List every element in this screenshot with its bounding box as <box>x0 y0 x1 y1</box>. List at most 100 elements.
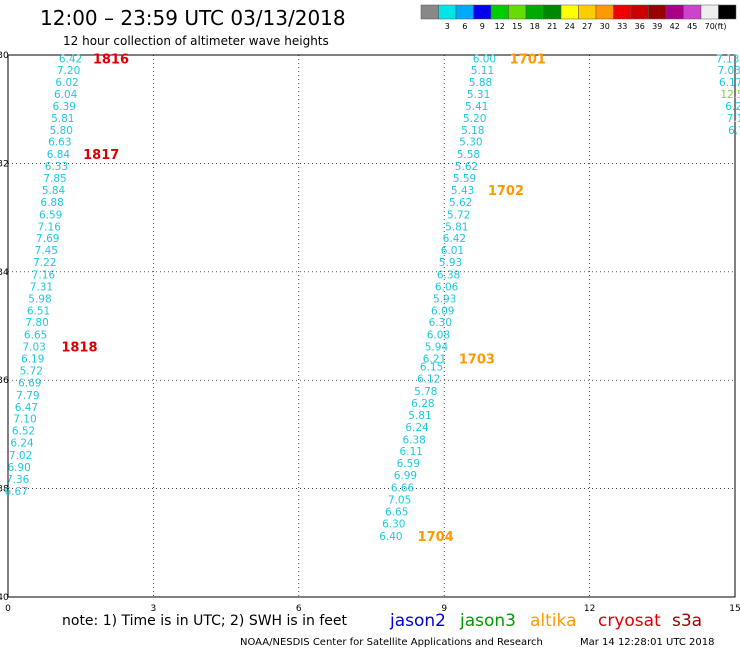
color-scale-label: 39 <box>652 22 662 31</box>
wave-height-value: 6.67 <box>5 486 28 498</box>
color-scale-label: 33 <box>617 22 627 31</box>
satellite-legend: jason2 jason3 altika cryosat s3a <box>389 611 702 631</box>
wave-height-value: 7.69 <box>36 233 59 245</box>
pass-number-label: 1816 <box>93 52 129 67</box>
color-scale-label: 70 <box>705 22 715 31</box>
satellite-legend-cryosat: cryosat <box>598 611 661 631</box>
wave-height-value: 5.43 <box>451 185 474 197</box>
color-scale-swatch <box>455 4 474 20</box>
satellite-legend-altika: altika <box>530 611 577 631</box>
wave-height-value: 6.24 <box>405 422 429 434</box>
wave-height-value: 7.03 <box>717 65 740 77</box>
wave-height-value: 6.00 <box>473 53 496 65</box>
wave-height-value: 6.19 <box>21 354 44 366</box>
wave-height-value: 5.59 <box>453 173 476 185</box>
wave-height-value: 7.31 <box>30 281 53 293</box>
y-tick-label: -36 <box>0 376 9 386</box>
pass-number-label: 1704 <box>418 530 454 545</box>
x-tick-label: 9 <box>441 604 447 614</box>
wave-height-value: 6.59 <box>39 209 62 221</box>
y-tick-label: -32 <box>0 159 9 169</box>
wave-height-value: 6.2 <box>725 101 740 113</box>
wave-height-value: 7.80 <box>25 317 48 329</box>
color-scale-label: 15 <box>512 22 522 31</box>
wave-height-value: 6.09 <box>431 305 454 317</box>
y-tick-label: -30 <box>0 51 9 61</box>
color-scale-label: 9 <box>480 22 485 31</box>
wave-height-value: 7.02 <box>9 450 32 462</box>
satellite-legend-jason2: jason2 <box>389 611 446 631</box>
color-scale-swatch <box>630 4 649 20</box>
wave-height-value: 6.08 <box>427 330 450 342</box>
pass-number-label: 1703 <box>459 353 495 368</box>
color-scale-swatch <box>525 4 544 20</box>
wave-height-value: 7.1 <box>727 113 740 125</box>
wave-height-value: 6.06 <box>435 281 459 293</box>
grid-lines <box>8 55 735 597</box>
pass-number-label: 1817 <box>83 148 119 163</box>
wave-height-value: 6.28 <box>411 398 434 410</box>
color-scale-label: 3 <box>445 22 450 31</box>
x-tick-label: 3 <box>151 604 157 614</box>
color-scale-swatch <box>613 4 632 20</box>
wave-height-value: 6.84 <box>47 149 71 161</box>
wave-height-value: 6.38 <box>402 434 425 446</box>
color-scale-label: 21 <box>547 22 557 31</box>
wave-height-value: 6.42 <box>443 233 466 245</box>
color-scale-label: 12 <box>495 22 505 31</box>
chart-title: 12:00 – 23:59 UTC 03/13/2018 <box>40 6 346 30</box>
color-scale-swatch <box>595 4 614 20</box>
wave-height-value: 12.5 <box>720 89 740 101</box>
wave-height-value: 5.81 <box>445 221 468 233</box>
satellite-legend-s3a: s3a <box>672 611 702 631</box>
wave-height-value: 5.72 <box>20 365 43 377</box>
x-tick-label: 0 <box>5 604 11 614</box>
wave-height-value: 5.78 <box>414 386 437 398</box>
x-tick-label: 15 <box>729 604 740 614</box>
wave-height-value: 7.16 <box>32 270 56 282</box>
wave-height-value: 6.39 <box>53 101 76 113</box>
plot-border <box>7 54 736 598</box>
wave-height-value: 6.88 <box>40 197 63 209</box>
x-tick-label: 12 <box>584 604 595 614</box>
note-text: note: 1) Time is in UTC; 2) SWH is in fe… <box>62 613 348 629</box>
wave-height-value: 5.30 <box>459 137 482 149</box>
wave-height-value: 6.99 <box>394 470 417 482</box>
wave-height-value: 6.65 <box>24 330 47 342</box>
wave-height-value: 6.90 <box>7 462 30 474</box>
wave-height-value: 5.62 <box>449 197 472 209</box>
chart-subtitle: 12 hour collection of altimeter wave hei… <box>63 34 329 48</box>
wave-height-value: 6.04 <box>54 89 78 101</box>
wave-height-value: 7.79 <box>16 390 39 402</box>
footer-timestamp: Mar 14 12:28:01 UTC 2018 <box>580 637 715 648</box>
wave-height-value: 7.22 <box>33 257 56 269</box>
wave-height-value: 5.72 <box>447 209 470 221</box>
color-scale-swatch <box>648 4 667 20</box>
color-scale-swatch <box>473 4 492 20</box>
series-group: 6.156.125.786.285.816.246.386.116.596.99… <box>379 362 443 543</box>
y-tick-label: -34 <box>0 268 9 278</box>
wave-height-value: 7.05 <box>388 494 411 506</box>
wave-height-value: 6.69 <box>18 377 41 389</box>
color-scale-label: 18 <box>530 22 540 31</box>
color-scale-swatch <box>665 4 684 20</box>
wave-height-value: 7.45 <box>35 245 58 257</box>
color-scale-label: 45 <box>687 22 697 31</box>
wave-height-value: 6.11 <box>400 446 423 458</box>
wave-height-value: 5.20 <box>463 113 486 125</box>
pass-labels: 1816 1817 1818 1701 1702 1703 1704 <box>61 52 546 545</box>
color-scale-label: 24 <box>565 22 575 31</box>
wave-height-value: 6.47 <box>15 402 38 414</box>
wave-height-value: 6.38 <box>437 270 460 282</box>
color-scale-label: 30 <box>600 22 610 31</box>
x-tick-label: 6 <box>296 604 302 614</box>
wave-height-value: 5.58 <box>457 149 480 161</box>
wave-height-value: 5.31 <box>467 89 490 101</box>
color-scale-swatch <box>578 4 597 20</box>
color-scale-swatch <box>543 4 562 20</box>
wave-height-value: 5.98 <box>28 293 51 305</box>
color-scale-label: 27 <box>582 22 592 31</box>
wave-height-value: 6.52 <box>12 426 35 438</box>
wave-height-value: 5.93 <box>433 293 456 305</box>
